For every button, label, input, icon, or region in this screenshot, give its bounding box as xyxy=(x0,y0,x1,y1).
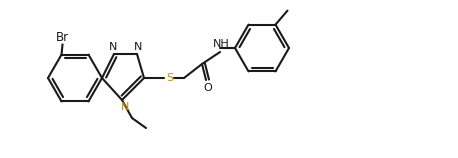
Text: N: N xyxy=(121,102,129,112)
Text: Br: Br xyxy=(56,31,69,44)
Text: N: N xyxy=(109,42,117,52)
Text: S: S xyxy=(166,73,174,83)
Text: NH: NH xyxy=(213,39,229,49)
Text: N: N xyxy=(134,42,142,52)
Text: O: O xyxy=(204,83,213,93)
